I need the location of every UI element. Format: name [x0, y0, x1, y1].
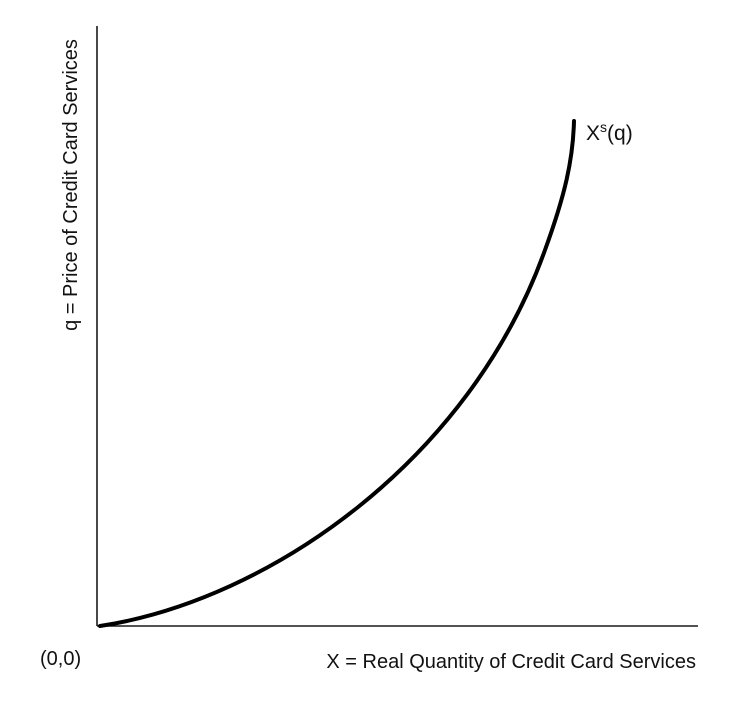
x-axis-label: X = Real Quantity of Credit Card Service… [326, 651, 696, 673]
supply-curve-label: Xs(q) [586, 119, 633, 145]
origin-label: (0,0) [40, 648, 81, 670]
curve-label-base: X [586, 122, 600, 145]
supply-curve [98, 119, 576, 628]
curve-label-suffix: (q) [607, 122, 633, 145]
y-axis-label: q = Price of Credit Card Services [60, 39, 82, 331]
curve-label-superscript: s [600, 119, 607, 135]
